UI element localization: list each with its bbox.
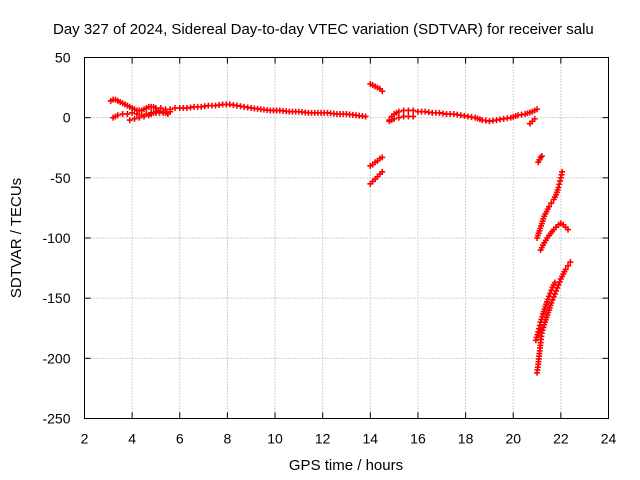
y-tick-label: -250	[42, 411, 70, 427]
data-point	[155, 107, 162, 114]
data-point	[114, 112, 121, 119]
x-tick-label: 18	[458, 431, 474, 447]
data-point	[565, 226, 572, 233]
x-axis-label: GPS time / hours	[289, 457, 403, 474]
y-tick-label: 50	[55, 50, 71, 66]
data-point	[548, 299, 555, 306]
data-point	[548, 287, 555, 294]
data-point	[544, 296, 551, 303]
data-point	[545, 203, 552, 210]
data-point	[379, 88, 386, 95]
x-tick-label: 6	[176, 431, 184, 447]
data-point	[126, 117, 133, 124]
x-tick-label: 2	[81, 431, 89, 447]
x-tick-label: 10	[267, 431, 283, 447]
data-point	[164, 111, 171, 118]
data-points	[107, 80, 574, 376]
data-point	[547, 290, 554, 297]
data-point	[410, 107, 417, 114]
x-tick-label: 20	[505, 431, 521, 447]
x-tick-label: 12	[315, 431, 331, 447]
data-point	[531, 115, 538, 122]
x-tick-label: 22	[553, 431, 569, 447]
data-point	[545, 293, 552, 300]
axis-ticks: 2 4 6 8 10 12 14 16 18 20 22 24500-50-100-150-200-2…	[42, 50, 616, 447]
data-point	[551, 279, 558, 286]
y-tick-label: -50	[50, 170, 70, 186]
data-point	[131, 115, 138, 122]
y-tick-label: 0	[63, 110, 71, 126]
data-point	[538, 153, 545, 160]
grid-lines	[84, 57, 609, 419]
x-tick-label: 16	[410, 431, 426, 447]
data-point	[133, 111, 140, 118]
data-point	[136, 114, 143, 121]
data-point	[567, 259, 574, 266]
chart-title: Day 327 of 2024, Sidereal Day-to-day VTE…	[53, 21, 594, 38]
y-axis-label: SDTVAR / TECUs	[8, 178, 25, 298]
x-tick-label: 8	[224, 431, 232, 447]
data-point	[559, 168, 566, 175]
data-point	[534, 106, 541, 113]
data-point	[395, 114, 402, 121]
data-point	[362, 113, 369, 120]
data-point	[141, 113, 148, 120]
data-point	[124, 111, 131, 118]
y-tick-label: -100	[42, 230, 70, 246]
x-tick-label: 24	[601, 431, 617, 447]
data-point	[379, 154, 386, 161]
data-point	[129, 109, 136, 116]
data-point	[391, 115, 398, 122]
y-tick-label: -150	[42, 290, 70, 306]
data-point	[562, 266, 569, 273]
y-tick-label: -200	[42, 350, 70, 366]
data-point	[548, 200, 555, 207]
x-tick-label: 4	[128, 431, 136, 447]
x-tick-label: 14	[363, 431, 379, 447]
data-point	[410, 113, 417, 120]
data-point	[565, 262, 572, 269]
data-point	[395, 108, 402, 115]
data-point	[379, 168, 386, 175]
